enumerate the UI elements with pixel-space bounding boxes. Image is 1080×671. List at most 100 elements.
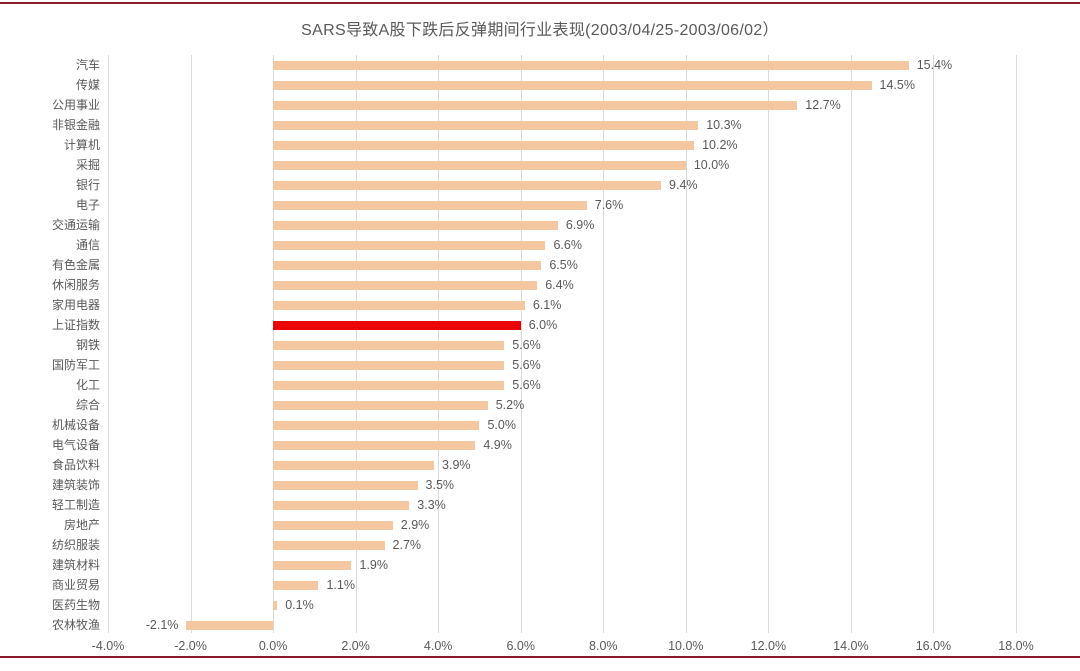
bar-row: 农林牧渔 -2.1% bbox=[0, 615, 1016, 635]
bar bbox=[273, 560, 352, 570]
value-label: 5.6% bbox=[512, 338, 541, 352]
bar-row: 传媒 14.5% bbox=[0, 75, 1016, 95]
value-label: 5.0% bbox=[487, 418, 516, 432]
value-label: 15.4% bbox=[916, 58, 953, 72]
bar bbox=[186, 620, 274, 630]
bar-row: 上证指数 6.0% bbox=[0, 315, 1016, 335]
bar bbox=[273, 280, 538, 290]
bar bbox=[273, 500, 410, 510]
bottom-divider-line bbox=[0, 656, 1080, 658]
value-label: 6.9% bbox=[565, 218, 595, 232]
gridline bbox=[520, 55, 522, 633]
bar bbox=[273, 300, 525, 310]
x-tick-label: 18.0% bbox=[998, 639, 1034, 653]
value-label: 3.3% bbox=[417, 498, 446, 512]
bar bbox=[273, 440, 476, 450]
bar bbox=[273, 540, 385, 550]
gridline bbox=[108, 55, 109, 633]
value-label: 2.9% bbox=[400, 518, 430, 532]
x-tick-label: 4.0% bbox=[423, 639, 453, 653]
bar bbox=[273, 520, 393, 530]
value-label: 5.6% bbox=[512, 358, 541, 372]
category-label: 电气设备 bbox=[51, 438, 100, 452]
bar bbox=[273, 60, 909, 70]
gridline bbox=[1016, 55, 1017, 633]
category-label: 农林牧渔 bbox=[51, 618, 100, 632]
value-label: 5.6% bbox=[512, 378, 541, 392]
value-label: 6.5% bbox=[549, 258, 578, 272]
bar bbox=[273, 420, 480, 430]
value-label: 4.9% bbox=[483, 438, 512, 452]
bar-row: 汽车 15.4% bbox=[0, 55, 1016, 75]
value-label: 12.7% bbox=[805, 98, 841, 112]
x-tick-label: 2.0% bbox=[341, 639, 370, 653]
bar-row: 交通运输 6.9% bbox=[0, 215, 1016, 235]
bar bbox=[273, 120, 699, 130]
x-tick-label: -4.0% bbox=[91, 639, 125, 653]
bar bbox=[273, 340, 505, 350]
bar-row: 机械设备 5.0% bbox=[0, 415, 1016, 435]
value-label: 3.5% bbox=[425, 478, 455, 492]
bar-row: 房地产 2.9% bbox=[0, 515, 1016, 535]
category-label: 通信 bbox=[75, 238, 100, 252]
value-label: 10.2% bbox=[702, 138, 738, 152]
x-tick-label: -2.0% bbox=[174, 639, 207, 653]
gridline bbox=[685, 55, 687, 633]
category-label: 有色金属 bbox=[51, 258, 100, 272]
bar-row: 有色金属 6.5% bbox=[0, 255, 1016, 275]
category-label: 上证指数 bbox=[51, 318, 100, 332]
value-label: 5.2% bbox=[495, 398, 525, 412]
bar bbox=[273, 580, 319, 590]
category-label: 交通运输 bbox=[51, 218, 100, 232]
bar-row: 建筑装饰 3.5% bbox=[0, 475, 1016, 495]
bar-row: 休闲服务 6.4% bbox=[0, 275, 1016, 295]
bar-row: 银行 9.4% bbox=[0, 175, 1016, 195]
bar-row: 建筑材料 1.9% bbox=[0, 555, 1016, 575]
chart-title: SARS导致A股下跌后反弹期间行业表现(2003/04/25-2003/06/0… bbox=[301, 22, 779, 39]
value-label: 3.9% bbox=[442, 458, 471, 472]
bar bbox=[273, 480, 418, 490]
bar bbox=[273, 380, 505, 390]
x-tick-label: 6.0% bbox=[506, 639, 535, 653]
category-label: 钢铁 bbox=[75, 338, 100, 352]
category-label: 家用电器 bbox=[51, 298, 100, 312]
bar bbox=[273, 160, 686, 170]
bar bbox=[273, 260, 542, 270]
bar-row: 轻工制造 3.3% bbox=[0, 495, 1016, 515]
bar bbox=[273, 400, 488, 410]
bar-row: 综合 5.2% bbox=[0, 395, 1016, 415]
bar-row: 钢铁 5.6% bbox=[0, 335, 1016, 355]
category-label: 机械设备 bbox=[51, 418, 100, 432]
x-tick-label: 16.0% bbox=[915, 639, 952, 653]
category-label: 采掘 bbox=[75, 158, 100, 172]
value-label: 14.5% bbox=[879, 78, 915, 92]
category-label: 国防军工 bbox=[51, 358, 100, 372]
bar bbox=[273, 240, 546, 250]
bar bbox=[273, 100, 798, 110]
value-label: 1.1% bbox=[326, 578, 355, 592]
bar bbox=[273, 140, 695, 150]
bar bbox=[273, 360, 505, 370]
bar-row: 纺织服装 2.7% bbox=[0, 535, 1016, 555]
bar-row: 商业贸易 1.1% bbox=[0, 575, 1016, 595]
x-tick-label: 14.0% bbox=[833, 639, 869, 653]
bar-row: 公用事业 12.7% bbox=[0, 95, 1016, 115]
bar-row: 计算机 10.2% bbox=[0, 135, 1016, 155]
category-label: 汽车 bbox=[75, 58, 100, 72]
bar-row: 医药生物 0.1% bbox=[0, 595, 1016, 615]
x-tick-label: 0.0% bbox=[258, 639, 288, 653]
category-label: 化工 bbox=[75, 378, 100, 392]
value-label: -2.1% bbox=[145, 618, 179, 632]
value-label: 2.7% bbox=[392, 538, 422, 552]
value-label: 10.0% bbox=[693, 158, 730, 172]
category-label: 计算机 bbox=[63, 138, 100, 152]
bar-highlighted bbox=[273, 320, 521, 330]
bar-row: 化工 5.6% bbox=[0, 375, 1016, 395]
top-divider-line bbox=[0, 2, 1080, 4]
category-label: 医药生物 bbox=[51, 598, 100, 612]
category-label: 休闲服务 bbox=[51, 278, 100, 292]
x-tick-label: 12.0% bbox=[750, 639, 787, 653]
gridline bbox=[768, 55, 770, 633]
bar-row: 国防军工 5.6% bbox=[0, 355, 1016, 375]
